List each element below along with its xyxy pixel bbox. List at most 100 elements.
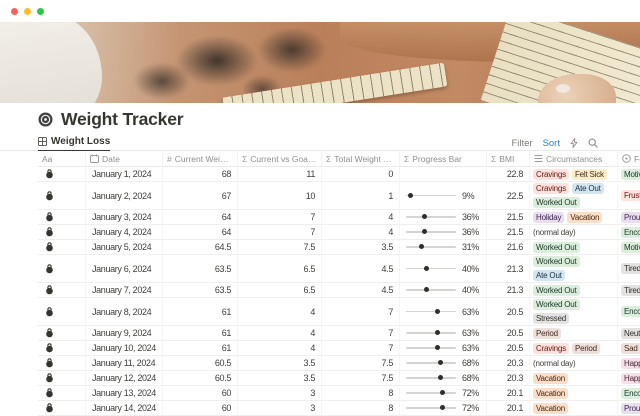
cell-total-weight-lost[interactable]: 8 [322, 401, 400, 415]
cell-total-weight-lost[interactable]: 1 [322, 182, 400, 209]
search-icon[interactable] [588, 138, 598, 148]
cell-feelings[interactable]: Happy [618, 371, 640, 385]
cell-current-vs-goal[interactable]: 6.5 [238, 255, 322, 282]
cell-circumstances[interactable]: Cravings Period [530, 341, 618, 355]
column-header-circumstances[interactable]: Circumstances [530, 151, 618, 167]
cell-current-vs-goal[interactable]: 3 [238, 401, 322, 415]
cell-title[interactable] [38, 210, 86, 224]
cell-current-weight[interactable]: 63.5 [163, 283, 238, 297]
cell-date[interactable]: January 5, 2024 [86, 240, 163, 254]
cell-title[interactable] [38, 182, 86, 209]
cell-progress-bar[interactable]: 72% [400, 401, 487, 415]
cell-circumstances[interactable]: Vacation [530, 371, 618, 385]
cell-current-vs-goal[interactable]: 3.5 [238, 356, 322, 370]
cell-circumstances[interactable]: (normal day) [530, 356, 618, 370]
cell-current-vs-goal[interactable]: 11 [238, 167, 322, 181]
cell-current-weight[interactable]: 67 [163, 182, 238, 209]
cell-feelings[interactable]: Encouraged [618, 298, 640, 325]
cell-current-weight[interactable]: 61 [163, 341, 238, 355]
cell-total-weight-lost[interactable]: 7.5 [322, 371, 400, 385]
cell-current-vs-goal[interactable]: 6.5 [238, 283, 322, 297]
cell-total-weight-lost[interactable]: 4 [322, 225, 400, 239]
cell-date[interactable]: January 7, 2024 [86, 283, 163, 297]
cell-circumstances[interactable]: Holiday Vacation [530, 210, 618, 224]
cell-current-weight[interactable]: 68 [163, 167, 238, 181]
cell-date[interactable]: January 6, 2024 [86, 255, 163, 282]
cell-circumstances[interactable]: (normal day) [530, 225, 618, 239]
cell-current-weight[interactable]: 60.5 [163, 371, 238, 385]
cell-progress-bar[interactable]: 31% [400, 240, 487, 254]
cell-feelings[interactable]: Tired [618, 255, 640, 282]
cell-date[interactable]: January 11, 2024 [86, 356, 163, 370]
cell-current-vs-goal[interactable]: 3.5 [238, 371, 322, 385]
cell-bmi[interactable]: 20.5 [487, 326, 530, 340]
cell-feelings[interactable]: Neutral [618, 326, 640, 340]
cell-total-weight-lost[interactable]: 7 [322, 326, 400, 340]
cell-feelings[interactable]: Encouraged [618, 225, 640, 239]
cell-title[interactable] [38, 298, 86, 325]
cell-date[interactable]: January 9, 2024 [86, 326, 163, 340]
cell-feelings[interactable]: Proud [618, 401, 640, 415]
cell-circumstances[interactable]: Worked Out [530, 283, 618, 297]
bolt-icon[interactable] [570, 138, 578, 148]
cell-current-weight[interactable]: 63.5 [163, 255, 238, 282]
cell-circumstances[interactable]: Vacation [530, 401, 618, 415]
tab-weight-loss[interactable]: Weight Loss [38, 136, 111, 151]
cell-current-vs-goal[interactable]: 7 [238, 225, 322, 239]
cell-total-weight-lost[interactable]: 7.5 [322, 356, 400, 370]
cell-feelings[interactable]: Proud [618, 210, 640, 224]
cell-progress-bar[interactable]: 63% [400, 326, 487, 340]
cell-date[interactable]: January 13, 2024 [86, 386, 163, 400]
cell-bmi[interactable]: 21.3 [487, 283, 530, 297]
column-header-current-vs-goal[interactable]: Σ Current vs Goal (kg) [238, 151, 322, 167]
column-header-title[interactable]: Aa [38, 151, 86, 167]
page-title[interactable]: Weight Tracker [61, 108, 184, 129]
cell-title[interactable] [38, 401, 86, 415]
cell-circumstances[interactable]: Vacation [530, 386, 618, 400]
filter-button[interactable]: Filter [511, 137, 533, 149]
cell-title[interactable] [38, 341, 86, 355]
cell-title[interactable] [38, 167, 86, 181]
cell-progress-bar[interactable]: 36% [400, 210, 487, 224]
cell-current-weight[interactable]: 60.5 [163, 356, 238, 370]
cell-feelings[interactable]: Motivated [618, 240, 640, 254]
cell-current-weight[interactable]: 60 [163, 386, 238, 400]
cell-total-weight-lost[interactable]: 4 [322, 210, 400, 224]
cell-current-weight[interactable]: 61 [163, 298, 238, 325]
cell-progress-bar[interactable]: 68% [400, 356, 487, 370]
cell-date[interactable]: January 1, 2024 [86, 167, 163, 181]
cell-date[interactable]: January 3, 2024 [86, 210, 163, 224]
cell-total-weight-lost[interactable]: 4.5 [322, 255, 400, 282]
cell-circumstances[interactable]: Worked Out Ate Out [530, 255, 618, 282]
cell-feelings[interactable]: Motivated [618, 167, 640, 181]
cell-circumstances[interactable]: Worked Out Stressed [530, 298, 618, 325]
cell-bmi[interactable]: 21.5 [487, 210, 530, 224]
column-header-bmi[interactable]: Σ BMI [487, 151, 530, 167]
cell-progress-bar[interactable]: 40% [400, 255, 487, 282]
cell-current-vs-goal[interactable]: 7.5 [238, 240, 322, 254]
column-header-date[interactable]: Date [86, 151, 163, 167]
cell-bmi[interactable]: 22.8 [487, 167, 530, 181]
cell-circumstances[interactable]: Worked Out [530, 240, 618, 254]
cell-current-vs-goal[interactable]: 4 [238, 326, 322, 340]
cell-progress-bar[interactable]: 68% [400, 371, 487, 385]
cell-title[interactable] [38, 283, 86, 297]
cell-current-vs-goal[interactable]: 10 [238, 182, 322, 209]
cell-progress-bar[interactable]: 72% [400, 386, 487, 400]
cell-progress-bar[interactable]: 40% [400, 283, 487, 297]
zoom-window-button[interactable] [37, 7, 44, 15]
cell-feelings[interactable]: Happy [618, 356, 640, 370]
cell-date[interactable]: January 14, 2024 [86, 401, 163, 415]
cell-progress-bar[interactable]: 63% [400, 341, 487, 355]
column-header-progress-bar[interactable]: Σ Progress Bar [400, 151, 487, 167]
cell-circumstances[interactable]: Cravings Felt Sick [530, 167, 618, 181]
cell-progress-bar[interactable]: 63% [400, 298, 487, 325]
cell-progress-bar[interactable]: 36% [400, 225, 487, 239]
cell-total-weight-lost[interactable]: 8 [322, 386, 400, 400]
sort-button[interactable]: Sort [542, 137, 560, 149]
cell-progress-bar[interactable]: 9% [400, 182, 487, 209]
cell-current-weight[interactable]: 64 [163, 210, 238, 224]
cell-feelings[interactable]: Tired [618, 283, 640, 297]
cell-total-weight-lost[interactable]: 4.5 [322, 283, 400, 297]
cell-current-vs-goal[interactable]: 4 [238, 298, 322, 325]
